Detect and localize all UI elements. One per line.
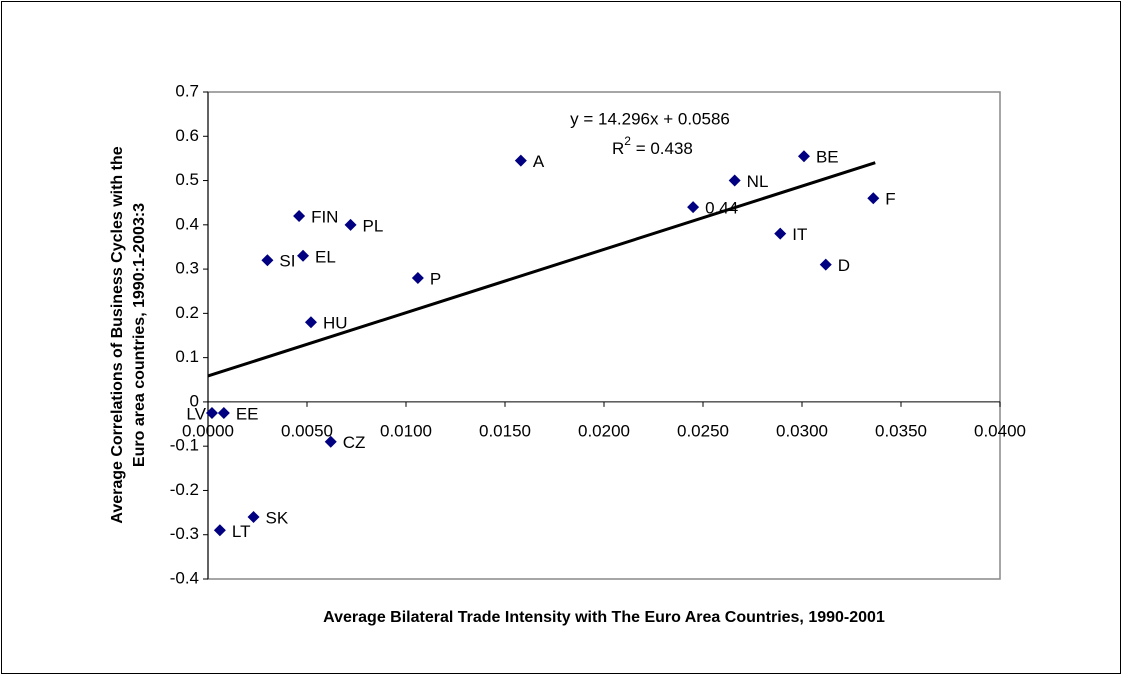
trendline bbox=[207, 161, 876, 378]
x-tick-label: 0.0050 bbox=[281, 421, 333, 440]
x-tick-label: 0.0100 bbox=[380, 421, 432, 440]
y-tick-label: 0.4 bbox=[175, 214, 199, 233]
data-point bbox=[304, 316, 317, 329]
y-tick-label: -0.2 bbox=[170, 480, 199, 499]
r-squared: R2 = 0.438 bbox=[612, 134, 693, 158]
y-tick-label: 0.3 bbox=[175, 259, 199, 278]
point-label: 0.44 bbox=[705, 199, 738, 218]
point-label: LV bbox=[186, 404, 206, 423]
data-point bbox=[774, 227, 787, 240]
point-label: BE bbox=[816, 148, 839, 167]
data-point bbox=[213, 524, 226, 537]
data-point bbox=[324, 435, 337, 448]
r-squared-value: = 0.438 bbox=[631, 139, 693, 158]
y-tick-label: 0 bbox=[190, 391, 199, 410]
point-label: P bbox=[430, 269, 441, 288]
data-point bbox=[514, 154, 527, 167]
point-label: SI bbox=[279, 252, 295, 271]
point-label: A bbox=[533, 152, 545, 171]
point-label: EE bbox=[236, 404, 259, 423]
x-tick-label: 0.0400 bbox=[974, 421, 1026, 440]
y-axis-title: Average Correlations of Business Cycles … bbox=[109, 146, 126, 523]
trend-equation: y = 14.296x + 0.0586 bbox=[570, 109, 730, 128]
x-tick-label: 0.0150 bbox=[479, 421, 531, 440]
y-tick-label: -0.3 bbox=[170, 524, 199, 543]
point-label: NL bbox=[747, 172, 769, 191]
point-label: IT bbox=[792, 225, 807, 244]
x-tick-label: 0.0200 bbox=[578, 421, 630, 440]
point-label: CZ bbox=[343, 433, 366, 452]
y-tick-label: 0.6 bbox=[175, 126, 199, 145]
r-squared-sup: 2 bbox=[624, 134, 631, 148]
y-tick-label: 0.7 bbox=[175, 81, 199, 100]
point-label: LT bbox=[232, 522, 251, 541]
data-point bbox=[217, 406, 230, 419]
y-tick-label: 0.2 bbox=[175, 303, 199, 322]
point-label: SK bbox=[266, 509, 289, 528]
data-point bbox=[261, 254, 274, 267]
point-label: PL bbox=[363, 216, 384, 235]
y-tick-label: -0.4 bbox=[170, 568, 199, 587]
point-label: FIN bbox=[311, 207, 338, 226]
data-point bbox=[205, 406, 218, 419]
data-point bbox=[411, 271, 424, 284]
x-tick-label: 0.0000 bbox=[182, 421, 234, 440]
x-tick-label: 0.0250 bbox=[677, 421, 729, 440]
x-tick-label: 0.0350 bbox=[875, 421, 927, 440]
x-tick-label: 0.0300 bbox=[776, 421, 828, 440]
y-axis-title: Euro area countries, 1990:1-2003:3 bbox=[131, 203, 148, 467]
data-point bbox=[819, 258, 832, 271]
x-axis-title: Average Bilateral Trade Intensity with T… bbox=[323, 609, 885, 626]
point-label: EL bbox=[315, 247, 336, 266]
data-point bbox=[247, 511, 260, 524]
point-label: HU bbox=[323, 314, 348, 333]
y-tick-label: -0.1 bbox=[170, 436, 199, 455]
point-label: F bbox=[885, 190, 895, 209]
data-point bbox=[293, 209, 306, 222]
point-label: D bbox=[838, 256, 850, 275]
y-tick-label: 0.1 bbox=[175, 347, 199, 366]
r-squared-base: R bbox=[612, 139, 624, 158]
data-point bbox=[297, 249, 310, 262]
data-point bbox=[797, 150, 810, 163]
data-point bbox=[867, 192, 880, 205]
data-point bbox=[687, 201, 700, 214]
y-tick-label: 0.5 bbox=[175, 170, 199, 189]
data-point bbox=[728, 174, 741, 187]
data-point bbox=[344, 218, 357, 231]
